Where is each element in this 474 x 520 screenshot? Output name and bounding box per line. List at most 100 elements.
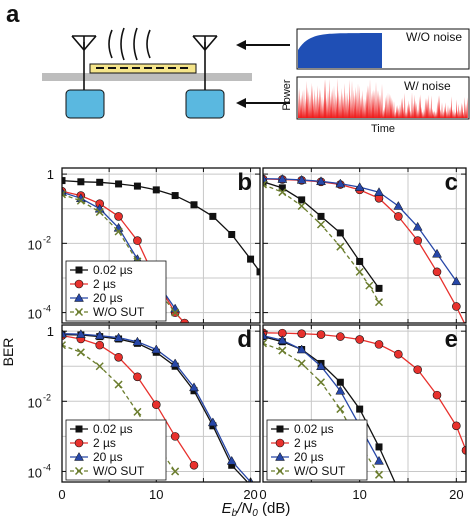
plot-frame — [61, 324, 261, 483]
bottom-mini-plot-annotation: W/ noise — [404, 79, 451, 93]
data-point-triangle — [277, 174, 288, 183]
data-point-triangle — [432, 248, 442, 258]
data-point-square — [62, 177, 66, 185]
data-point-x — [263, 339, 268, 348]
data-point-circle — [413, 365, 422, 374]
legend-marker-x — [74, 307, 84, 317]
panel-c: c — [262, 167, 467, 324]
data-point-circle — [133, 236, 142, 245]
data-point-square — [336, 229, 344, 237]
legend-marker-triangle — [74, 451, 84, 461]
data-point-x — [297, 359, 306, 368]
data-point-square — [152, 186, 160, 194]
legend-marker-circle — [275, 438, 285, 448]
legend-entry: 20 µs — [93, 291, 123, 305]
data-point-circle — [114, 212, 123, 221]
panel-c-label: c — [445, 169, 458, 196]
legend-marker-triangle — [275, 451, 285, 461]
data-point-triangle — [263, 173, 268, 183]
data-point-square — [395, 486, 402, 493]
data-point-x — [171, 308, 180, 317]
legend-marker-x — [74, 466, 84, 476]
legend-marker-square — [75, 425, 83, 433]
data-point-triangle — [296, 344, 307, 354]
data-point-x — [374, 470, 384, 479]
data-point-triangle — [94, 330, 105, 340]
data-point-circle — [151, 400, 161, 410]
data-point-triangle — [393, 200, 404, 210]
x-tick-label: 10 — [352, 487, 366, 502]
data-point-x — [316, 378, 326, 387]
sample-strip — [89, 63, 197, 74]
x-label-unit: (dB) — [258, 500, 291, 517]
data-point-triangle — [374, 187, 384, 196]
legend-entry: 0.02 µs — [93, 422, 133, 436]
data-point-x — [374, 298, 384, 307]
data-point-triangle — [354, 182, 365, 191]
data-point-triangle — [113, 332, 124, 342]
data-point-square — [171, 192, 179, 200]
plot-frame — [262, 167, 467, 324]
legend-entry: 2 µs — [93, 436, 116, 450]
y-tick-exponent: -4 — [43, 462, 51, 472]
data-point-circle — [452, 421, 461, 431]
data-point-x — [297, 201, 306, 211]
data-point-square — [115, 180, 123, 188]
y-tick-label: 1 — [47, 167, 54, 182]
x-tick-label: 20 — [449, 487, 463, 502]
data-point-x — [171, 467, 180, 476]
panel-a: a — [6, 1, 470, 135]
arrow-top-icon — [236, 40, 290, 50]
data-point-triangle — [263, 330, 268, 340]
right-antenna-icon — [192, 35, 218, 90]
data-point-circle — [114, 352, 123, 362]
data-point-x — [355, 267, 364, 276]
data-point-square — [228, 230, 236, 238]
data-point-square — [336, 378, 344, 386]
series-line-square — [62, 179, 260, 273]
data-point-circle — [170, 432, 180, 441]
ber-axis-label: BER — [0, 338, 16, 367]
data-point-circle — [133, 372, 142, 382]
x-tick-label: 0 — [58, 487, 65, 502]
data-point-circle — [189, 460, 199, 470]
data-point-circle — [461, 446, 466, 455]
data-point-triangle — [296, 174, 307, 184]
panel-d-label: d — [237, 326, 252, 353]
top-mini-plot-signal — [298, 33, 382, 68]
panel-a-ylabel: Power — [281, 79, 293, 111]
data-point-circle — [297, 329, 306, 338]
plot-frame — [61, 167, 261, 324]
data-point-x — [365, 281, 374, 290]
legend-entry: 20 µs — [93, 450, 123, 464]
legend-marker-square — [276, 425, 284, 433]
data-point-triangle — [316, 176, 326, 186]
data-point-x — [95, 362, 104, 371]
radiation-waves-icon — [108, 27, 151, 61]
data-point-square — [209, 212, 217, 220]
legend-entry: 2 µs — [294, 436, 317, 450]
data-point-triangle — [151, 344, 162, 354]
data-point-triangle — [451, 276, 462, 286]
data-point-circle — [180, 318, 189, 323]
data-point-triangle — [335, 178, 346, 188]
data-point-circle — [452, 302, 461, 311]
data-point-circle — [394, 212, 403, 221]
legend-entry: W/O SUT — [294, 464, 346, 478]
data-point-triangle — [75, 329, 86, 338]
data-point-square — [298, 196, 306, 204]
grid — [263, 168, 466, 323]
data-point-triangle — [226, 455, 237, 465]
data-point-x — [114, 380, 123, 389]
data-point-circle — [413, 236, 422, 245]
data-point-x — [133, 407, 142, 416]
data-point-square — [375, 284, 383, 292]
y-tick-label: 10 — [28, 307, 42, 322]
data-point-x — [76, 348, 85, 357]
series-line-square — [263, 181, 380, 289]
